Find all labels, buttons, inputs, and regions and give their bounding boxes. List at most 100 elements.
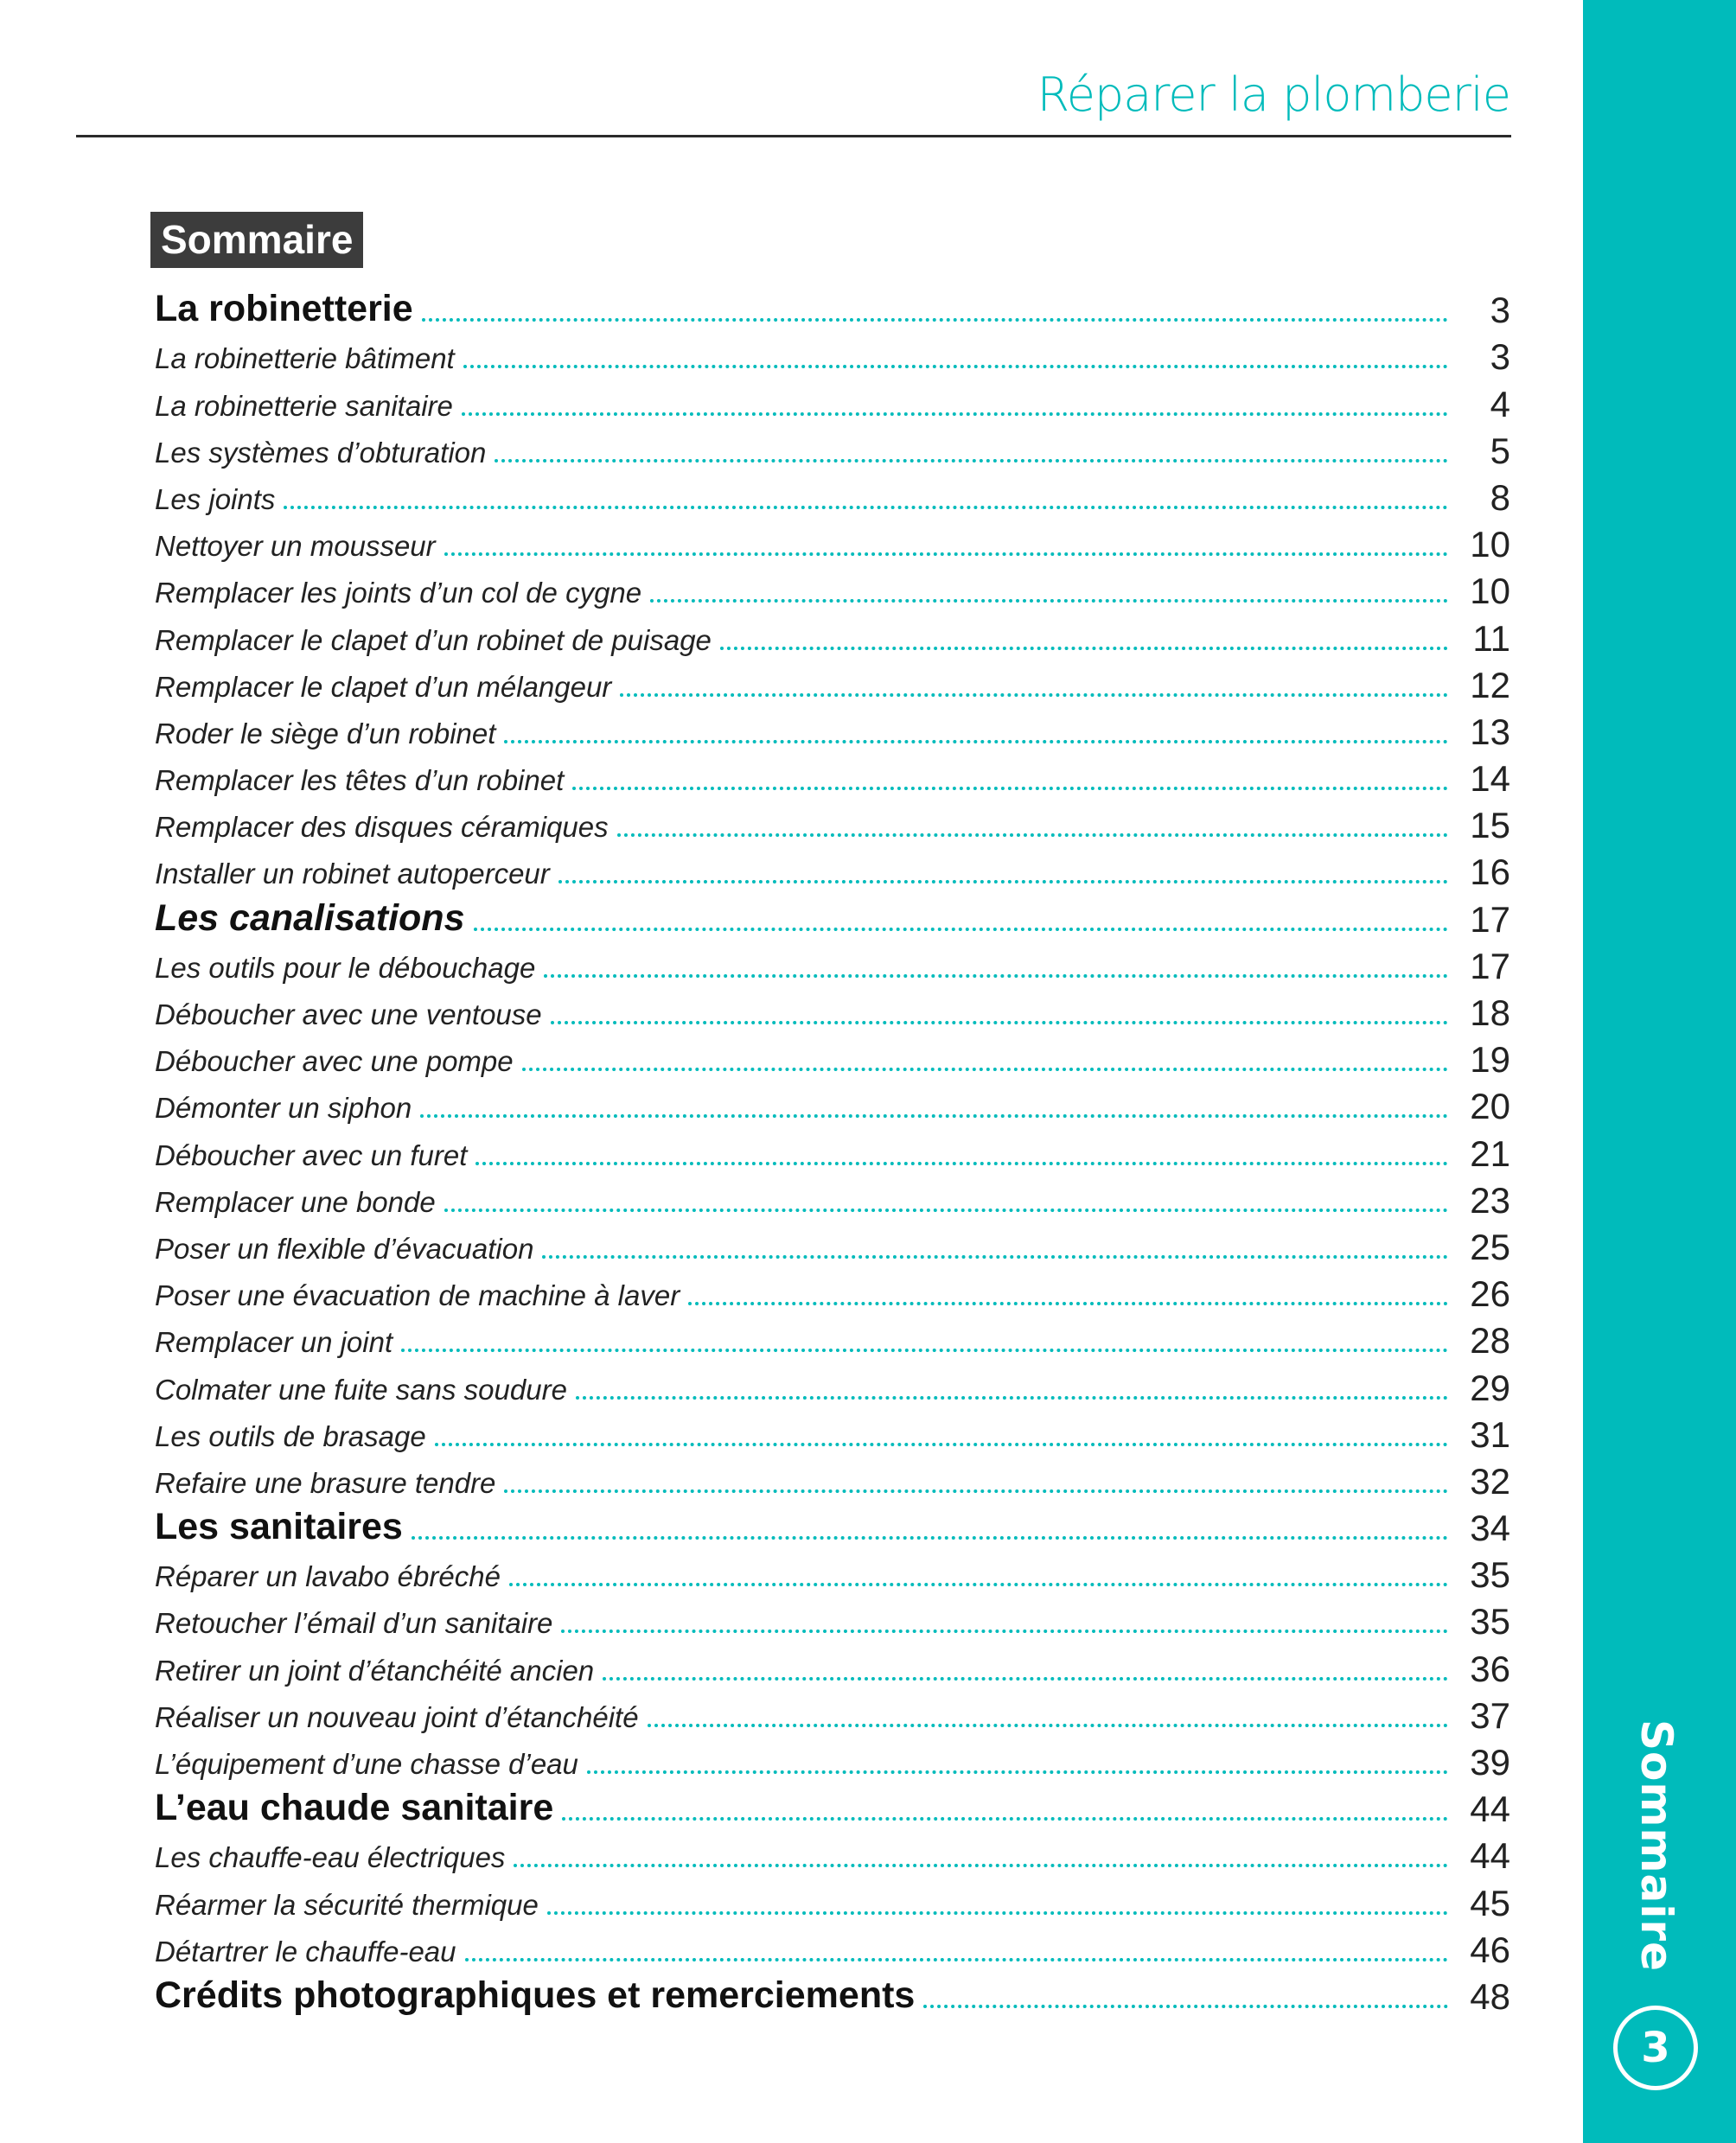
toc-chapter[interactable]: Crédits photographiques et remerciements… (155, 1972, 1510, 2019)
toc-entry[interactable]: Installer un robinet autoperceur 16 (155, 847, 1510, 894)
toc-entry-label: Roder le siège d’un robinet (155, 717, 496, 749)
toc-entry-label: Déboucher avec une ventouse (155, 998, 542, 1030)
toc-entry[interactable]: Nettoyer un mousseur 10 (155, 520, 1510, 566)
dot-leader (504, 739, 1448, 743)
toc-entry[interactable]: Les outils de brasage 31 (155, 1410, 1510, 1457)
toc-entry[interactable]: Les systèmes d’obturation 5 (155, 426, 1510, 473)
toc-entry[interactable]: Les joints 8 (155, 473, 1510, 520)
toc-entry-page: 36 (1470, 1648, 1510, 1689)
toc-entry[interactable]: Réarmer la sécurité thermique 45 (155, 1878, 1510, 1924)
dot-leader (603, 1676, 1448, 1681)
toc-entry[interactable]: Roder le siège d’un robinet 13 (155, 707, 1510, 754)
toc-chapter[interactable]: Les sanitaires 34 (155, 1503, 1510, 1550)
toc-entry-label: Refaire une brasure tendre (155, 1466, 496, 1499)
dot-leader (461, 411, 1448, 416)
toc-chapter[interactable]: L’eau chaude sanitaire 44 (155, 1784, 1510, 1831)
dot-leader (504, 1489, 1448, 1493)
toc-entry-page: 32 (1470, 1460, 1510, 1502)
toc-entry-label: Détartrer le chauffe-eau (155, 1935, 456, 1968)
toc-entry-page: 20 (1470, 1086, 1510, 1127)
toc-entry[interactable]: Remplacer une bonde 23 (155, 1176, 1510, 1222)
toc-entry[interactable]: Déboucher avec une ventouse 18 (155, 988, 1510, 1035)
toc-entry-label: Les outils de brasage (155, 1419, 426, 1452)
toc-entry[interactable]: Détartrer le chauffe-eau 46 (155, 1925, 1510, 1972)
toc-entry[interactable]: Remplacer les joints d’un col de cygne 10 (155, 566, 1510, 613)
page-number: 3 (1641, 2024, 1670, 2072)
toc-entry-label: Colmater une fuite sans soudure (155, 1373, 567, 1406)
dot-leader (546, 1910, 1448, 1915)
dot-leader (463, 365, 1448, 369)
dot-leader (411, 1536, 1448, 1540)
toc-entry[interactable]: Remplacer un joint 28 (155, 1316, 1510, 1362)
toc-entry-label: Réparer un lavabo ébréché (155, 1560, 501, 1593)
toc-entry-label: Démonter un siphon (155, 1092, 412, 1125)
dot-leader (444, 1208, 1448, 1212)
toc-entry[interactable]: Refaire une brasure tendre 32 (155, 1457, 1510, 1503)
toc-entry-page: 18 (1470, 992, 1510, 1033)
toc-entry-page: 4 (1490, 383, 1510, 424)
toc-entry-page: 10 (1470, 524, 1510, 565)
toc-entry-page: 23 (1470, 1179, 1510, 1221)
toc-entry-page: 14 (1470, 758, 1510, 800)
toc-entry-label: Les sanitaires (155, 1506, 403, 1548)
toc-entry-page: 12 (1470, 664, 1510, 705)
sommaire-badge: Sommaire (150, 212, 364, 268)
toc-entry[interactable]: Démonter un siphon 20 (155, 1081, 1510, 1128)
toc-entry[interactable]: Retoucher l’émail d’un sanitaire 35 (155, 1597, 1510, 1643)
dot-leader (620, 692, 1448, 697)
toc-entry-label: L’équipement d’une chasse d’eau (155, 1748, 578, 1780)
toc-entry-page: 31 (1470, 1413, 1510, 1455)
toc-entry[interactable]: Poser un flexible d’évacuation 25 (155, 1222, 1510, 1269)
toc-entry-page: 26 (1470, 1273, 1510, 1315)
toc-entry[interactable]: La robinetterie bâtiment 3 (155, 332, 1510, 379)
toc-entry-label: La robinetterie sanitaire (155, 389, 453, 422)
dot-leader (616, 833, 1448, 838)
toc-entry[interactable]: Déboucher avec un furet 21 (155, 1128, 1510, 1175)
toc-entry[interactable]: Les chauffe-eau électriques 44 (155, 1831, 1510, 1878)
sidebar-section-label: Sommaire (1631, 1719, 1682, 1973)
toc-entry-label: Poser un flexible d’évacuation (155, 1232, 534, 1265)
toc-entry[interactable]: La robinetterie sanitaire 4 (155, 379, 1510, 425)
toc-entry-page: 3 (1490, 336, 1510, 378)
toc-entry[interactable]: Réparer un lavabo ébréché 35 (155, 1550, 1510, 1597)
dot-leader (650, 599, 1448, 603)
toc-entry-page: 48 (1470, 1975, 1510, 2017)
toc-entry-page: 44 (1470, 1789, 1510, 1830)
toc-entry-page: 34 (1470, 1508, 1510, 1549)
dot-leader (421, 318, 1448, 322)
toc-chapter[interactable]: Les canalisations 17 (155, 894, 1510, 941)
toc-entry[interactable]: Réaliser un nouveau joint d’étanchéité 37 (155, 1691, 1510, 1738)
toc-entry-label: Les joints (155, 482, 276, 515)
dot-leader (401, 1349, 1448, 1353)
dot-leader (923, 2004, 1448, 2008)
toc-entry-page: 35 (1470, 1601, 1510, 1642)
sidebar-band (1583, 0, 1736, 2143)
toc-entry-page: 17 (1470, 898, 1510, 940)
toc-entry-label: Poser une évacuation de machine à laver (155, 1279, 680, 1312)
toc-entry[interactable]: Poser une évacuation de machine à laver 2… (155, 1269, 1510, 1316)
toc-entry[interactable]: Les outils pour le débouchage 17 (155, 941, 1510, 988)
toc-entry[interactable]: Remplacer le clapet d’un mélangeur 12 (155, 660, 1510, 707)
toc-chapter[interactable]: La robinetterie 3 (155, 285, 1510, 332)
dot-leader (444, 552, 1448, 557)
toc-entry[interactable]: Remplacer des disques céramiques 15 (155, 800, 1510, 847)
dot-leader (562, 1817, 1448, 1821)
toc-entry-label: Les chauffe-eau électriques (155, 1841, 506, 1874)
toc-entry-page: 25 (1470, 1226, 1510, 1267)
running-header-title: Réparer la plomberie (1037, 67, 1511, 122)
toc-entry[interactable]: Retirer un joint d’étanchéité ancien 36 (155, 1643, 1510, 1690)
toc-entry[interactable]: L’équipement d’une chasse d’eau 39 (155, 1738, 1510, 1784)
toc-entry[interactable]: Remplacer les têtes d’un robinet 14 (155, 754, 1510, 800)
toc-entry-label: La robinetterie (155, 288, 413, 330)
toc-entry[interactable]: Déboucher avec une pompe 19 (155, 1035, 1510, 1081)
header-rule (76, 135, 1511, 137)
toc-entry-page: 35 (1470, 1554, 1510, 1596)
toc-entry-label: Les systèmes d’obturation (155, 436, 487, 469)
toc-entry[interactable]: Remplacer le clapet d’un robinet de puis… (155, 613, 1510, 660)
dot-leader (542, 1254, 1448, 1259)
toc-entry-label: Déboucher avec une pompe (155, 1045, 514, 1078)
toc-entry[interactable]: Colmater une fuite sans soudure 29 (155, 1362, 1510, 1409)
dot-leader (719, 646, 1448, 650)
toc-entry-label: Retoucher l’émail d’un sanitaire (155, 1607, 553, 1640)
toc-entry-page: 10 (1470, 571, 1510, 612)
